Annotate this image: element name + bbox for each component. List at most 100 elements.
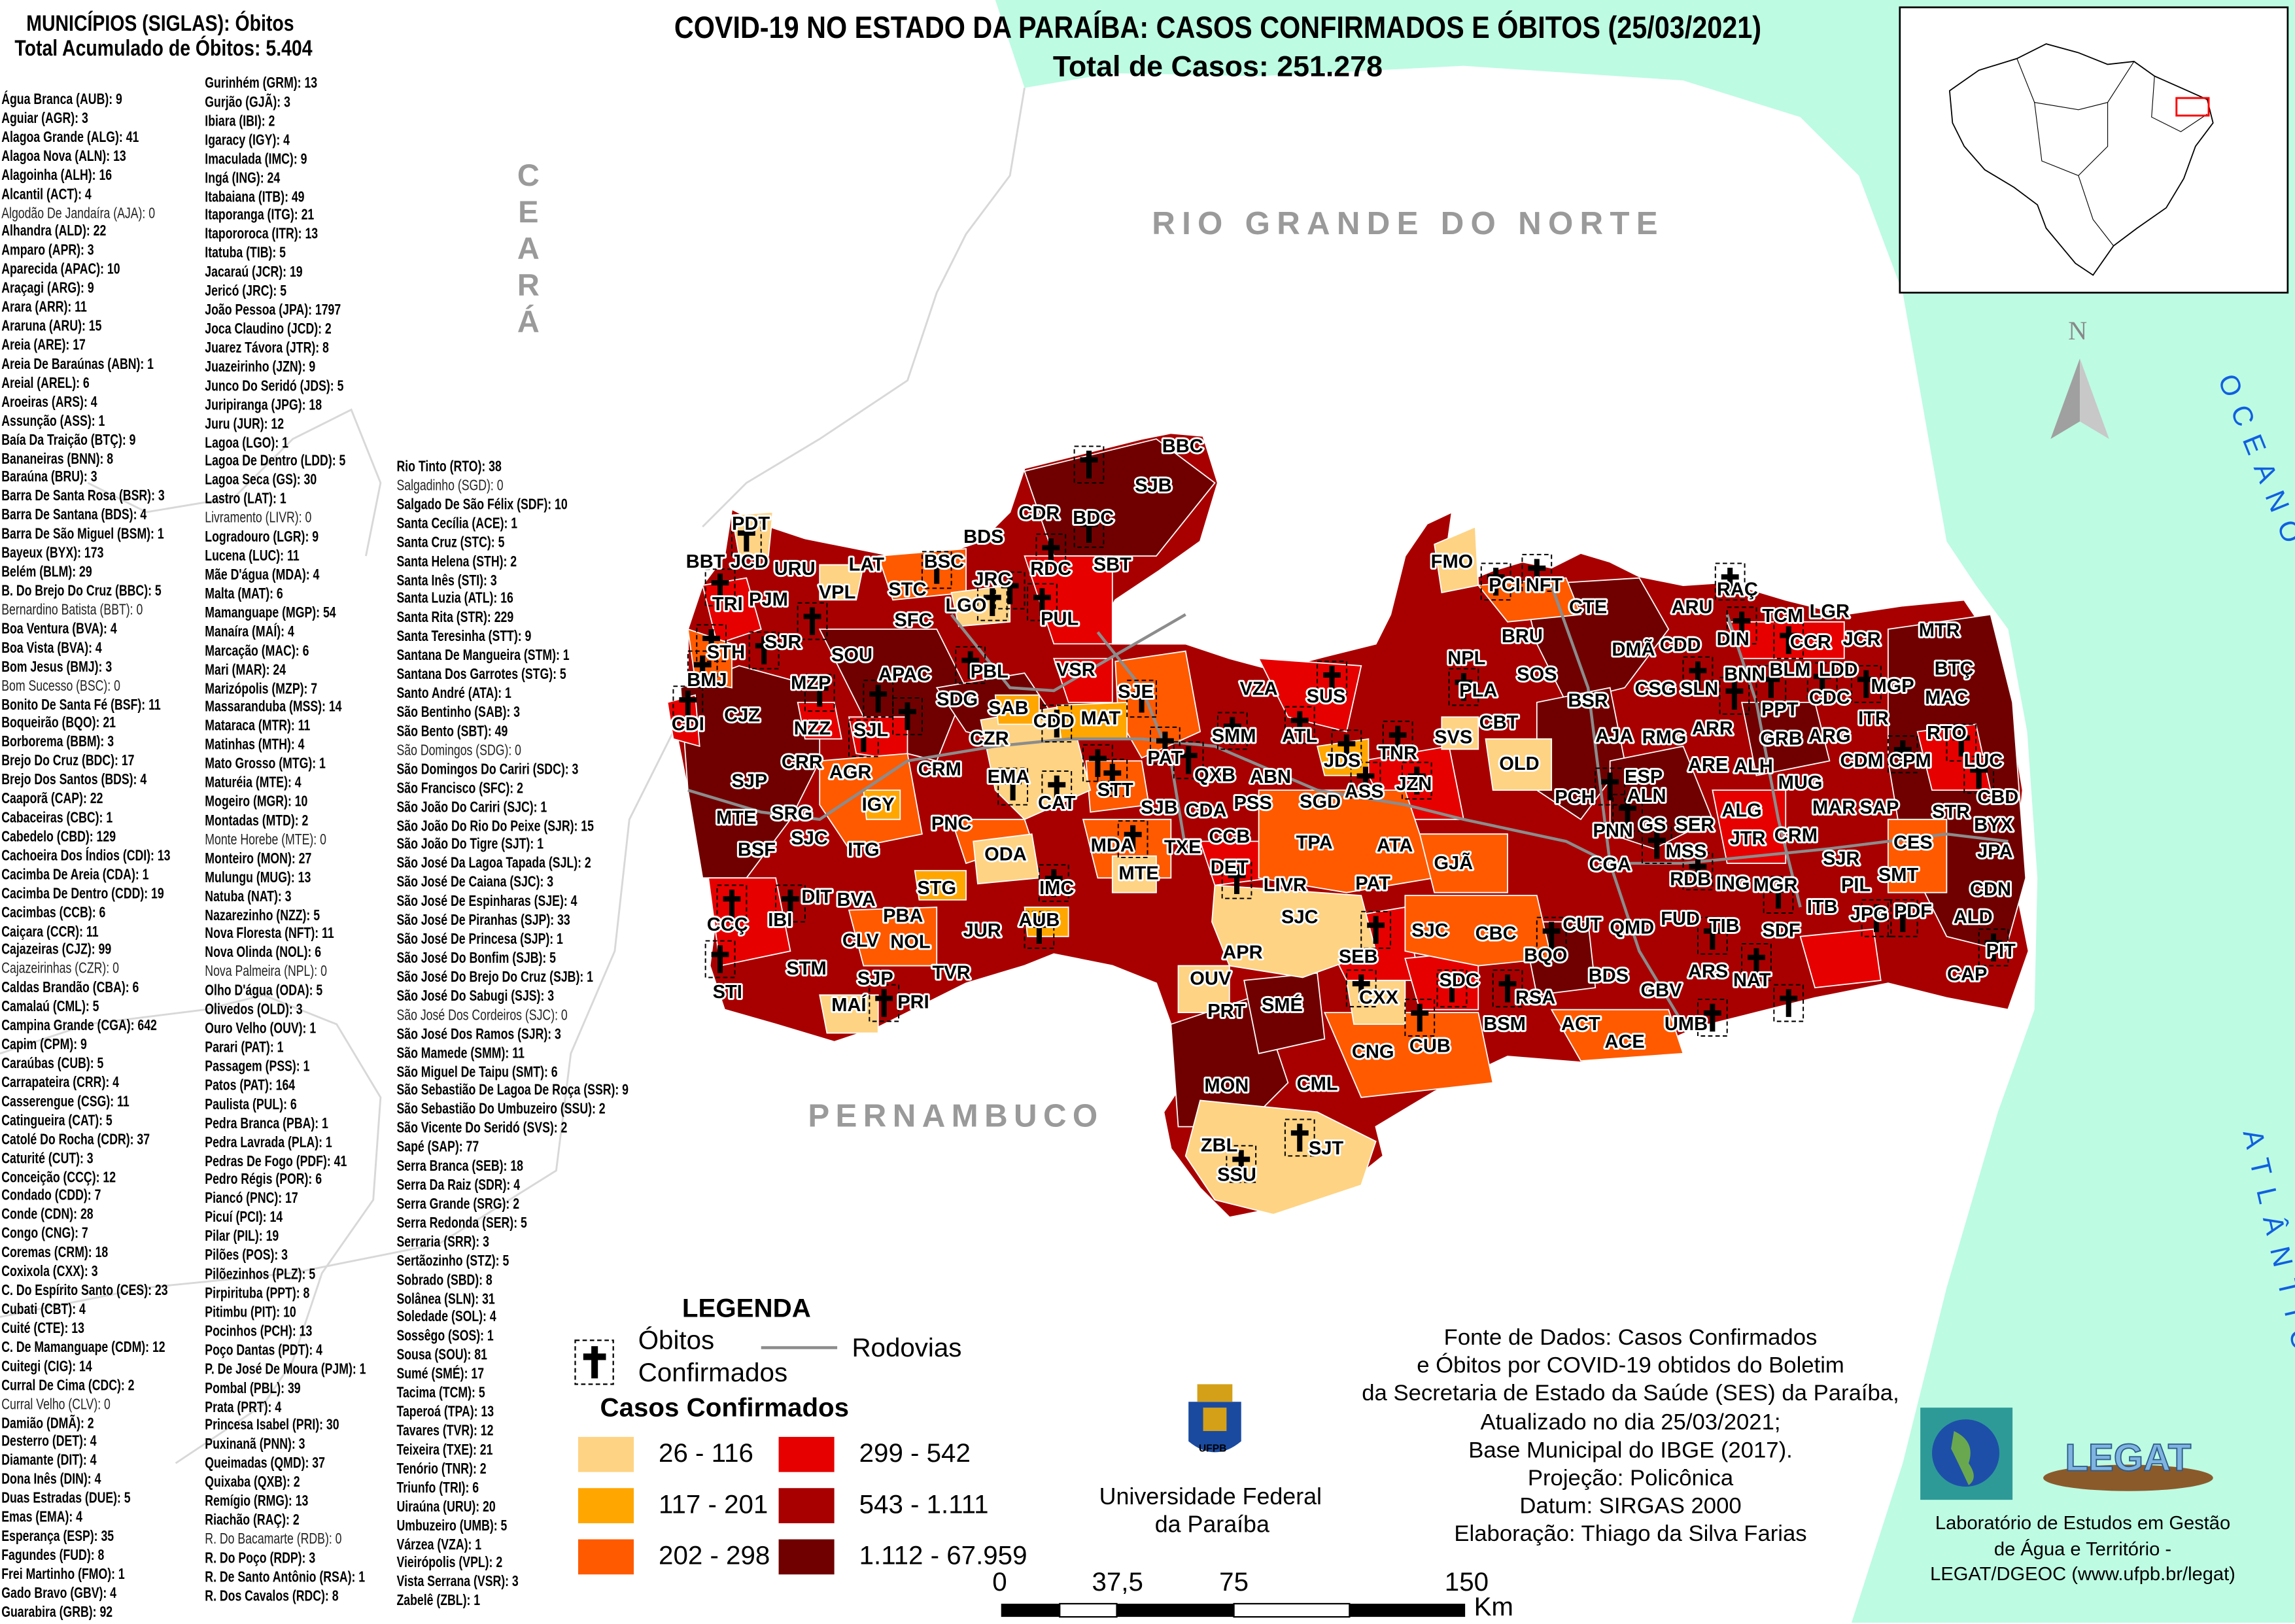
municipality-label[interactable]: GS xyxy=(1637,813,1668,838)
municipality-label[interactable]: STR xyxy=(1930,800,1972,825)
municipality-label[interactable]: CCR xyxy=(1788,630,1833,655)
municipality-area[interactable] xyxy=(1085,760,1150,813)
municipality-area[interactable] xyxy=(1887,818,1948,893)
municipality-label[interactable]: JCD xyxy=(729,549,770,574)
municipality-label[interactable]: SMM xyxy=(1210,723,1258,748)
municipality-label[interactable]: BDS xyxy=(1587,963,1631,988)
municipality-label[interactable]: APR xyxy=(1220,940,1264,965)
municipality-label[interactable]: JUR xyxy=(961,918,1003,943)
municipality-label[interactable]: ZBL xyxy=(1199,1133,1239,1158)
municipality-label[interactable]: SAB xyxy=(986,696,1030,721)
municipality-area[interactable] xyxy=(1609,745,1714,850)
municipality-label[interactable]: BQO xyxy=(1522,943,1569,968)
municipality-label[interactable]: BBT xyxy=(684,549,727,574)
municipality-area[interactable] xyxy=(1799,928,1882,989)
municipality-label[interactable]: RAÇ xyxy=(1715,578,1760,602)
municipality-label[interactable]: SEB xyxy=(1337,944,1380,969)
municipality-label[interactable]: JTR xyxy=(1728,826,1768,851)
municipality-label[interactable]: AUB xyxy=(1016,908,1061,933)
municipality-label[interactable]: MON xyxy=(1203,1073,1251,1098)
municipality-label[interactable]: CES xyxy=(1891,831,1935,855)
municipality-label[interactable]: ARE xyxy=(1686,753,1730,778)
municipality-label[interactable]: JCR xyxy=(1841,627,1883,652)
municipality-label[interactable]: NFT xyxy=(1524,573,1565,598)
municipality-label[interactable]: CDR xyxy=(1016,501,1061,526)
municipality-label[interactable]: PCH xyxy=(1553,785,1596,810)
municipality-label[interactable]: PNC xyxy=(929,812,973,837)
municipality-label[interactable]: CGA xyxy=(1587,852,1632,877)
municipality-label[interactable]: PBL xyxy=(969,659,1010,684)
municipality-label[interactable]: SGD xyxy=(1298,789,1343,814)
municipality-label[interactable]: MZP xyxy=(789,671,833,696)
municipality-label[interactable]: MAR xyxy=(1810,795,1857,820)
municipality-label[interactable]: TVR xyxy=(931,961,973,986)
municipality-label[interactable]: STH xyxy=(705,640,747,665)
municipality-label[interactable]: LAT xyxy=(847,553,886,578)
municipality-label[interactable]: MTE xyxy=(714,806,758,831)
municipality-label[interactable]: LDD xyxy=(1817,658,1860,683)
municipality-label[interactable]: TIB xyxy=(1707,914,1742,939)
municipality-label[interactable]: CCÇ xyxy=(705,912,750,937)
municipality-label[interactable]: SRG xyxy=(769,801,814,826)
municipality-label[interactable]: OLD xyxy=(1497,752,1541,776)
municipality-label[interactable]: SSU xyxy=(1215,1163,1258,1188)
municipality-label[interactable]: SDC xyxy=(1438,968,1481,993)
municipality-area[interactable] xyxy=(819,994,879,1034)
municipality-label[interactable]: DET xyxy=(1209,855,1251,880)
municipality-label[interactable]: PPT xyxy=(1759,697,1801,722)
municipality-area[interactable] xyxy=(1177,965,1230,1014)
municipality-label[interactable]: PRI xyxy=(895,990,931,1015)
municipality-label[interactable]: CDD xyxy=(1658,633,1703,658)
municipality-label[interactable]: IBI xyxy=(766,908,794,933)
municipality-area[interactable] xyxy=(1550,1009,1684,1062)
municipality-label[interactable]: LIVR xyxy=(1262,873,1309,898)
municipality-label[interactable]: TPA xyxy=(1294,831,1335,855)
municipality-label[interactable]: SDG xyxy=(935,687,980,712)
municipality-label[interactable]: CSG xyxy=(1633,677,1678,702)
municipality-label[interactable]: OUV xyxy=(1188,967,1233,992)
municipality-label[interactable]: SJL xyxy=(852,717,890,742)
municipality-label[interactable]: BDC xyxy=(1071,506,1116,530)
municipality-label[interactable]: CNG xyxy=(1350,1040,1396,1065)
municipality-label[interactable]: RSA xyxy=(1513,986,1557,1011)
municipality-label[interactable]: MAÍ xyxy=(829,992,869,1018)
municipality-label[interactable]: ALN xyxy=(1625,784,1668,808)
municipality-label[interactable]: JRC xyxy=(971,567,1013,592)
municipality-area[interactable] xyxy=(1024,907,1069,937)
municipality-label[interactable]: STG xyxy=(915,876,958,901)
municipality-label[interactable]: MTE xyxy=(1116,861,1160,886)
municipality-label[interactable]: ARS xyxy=(1686,959,1730,984)
municipality-label[interactable]: SJB xyxy=(1139,795,1179,820)
municipality-label[interactable]: URU xyxy=(772,557,818,581)
municipality-label[interactable]: ALD xyxy=(1952,905,1995,930)
municipality-label[interactable]: BSF xyxy=(736,838,778,863)
municipality-label[interactable]: ALH xyxy=(1732,754,1775,779)
municipality-label[interactable]: ESP xyxy=(1623,765,1665,789)
municipality-label[interactable]: ITG xyxy=(846,838,881,863)
municipality-label[interactable]: CDC xyxy=(1807,685,1852,710)
municipality-label[interactable]: SJE xyxy=(1116,680,1156,704)
municipality-label[interactable]: PAT xyxy=(1146,746,1185,770)
municipality-label[interactable]: TNR xyxy=(1376,741,1419,766)
municipality-label[interactable]: BMJ xyxy=(685,668,729,693)
municipality-label[interactable]: MDA xyxy=(1089,833,1136,858)
municipality-label[interactable]: JPG xyxy=(1848,902,1890,927)
municipality-label[interactable]: QXB xyxy=(1192,763,1237,788)
municipality-area[interactable] xyxy=(680,665,821,879)
municipality-label[interactable]: PBA xyxy=(881,904,925,929)
municipality-label[interactable]: MTR xyxy=(1917,618,1962,643)
municipality-label[interactable]: PAT xyxy=(1353,871,1392,896)
municipality-label[interactable]: STI xyxy=(711,980,744,1005)
municipality-label[interactable]: CBT xyxy=(1477,710,1521,735)
municipality-area[interactable] xyxy=(1916,723,1992,791)
municipality-label[interactable]: JDS xyxy=(1322,748,1362,773)
municipality-label[interactable]: ING xyxy=(1714,871,1752,896)
municipality-label[interactable]: SJB xyxy=(1133,474,1173,498)
municipality-area[interactable] xyxy=(1404,895,1553,967)
municipality-area[interactable] xyxy=(1741,701,1831,776)
municipality-label[interactable]: CDM xyxy=(1838,748,1886,773)
municipality-label[interactable]: NPL xyxy=(1445,646,1487,671)
municipality-label[interactable]: SMT xyxy=(1876,863,1920,888)
municipality-label[interactable]: DIN xyxy=(1715,627,1751,652)
municipality-label[interactable]: CAT xyxy=(1036,791,1078,816)
